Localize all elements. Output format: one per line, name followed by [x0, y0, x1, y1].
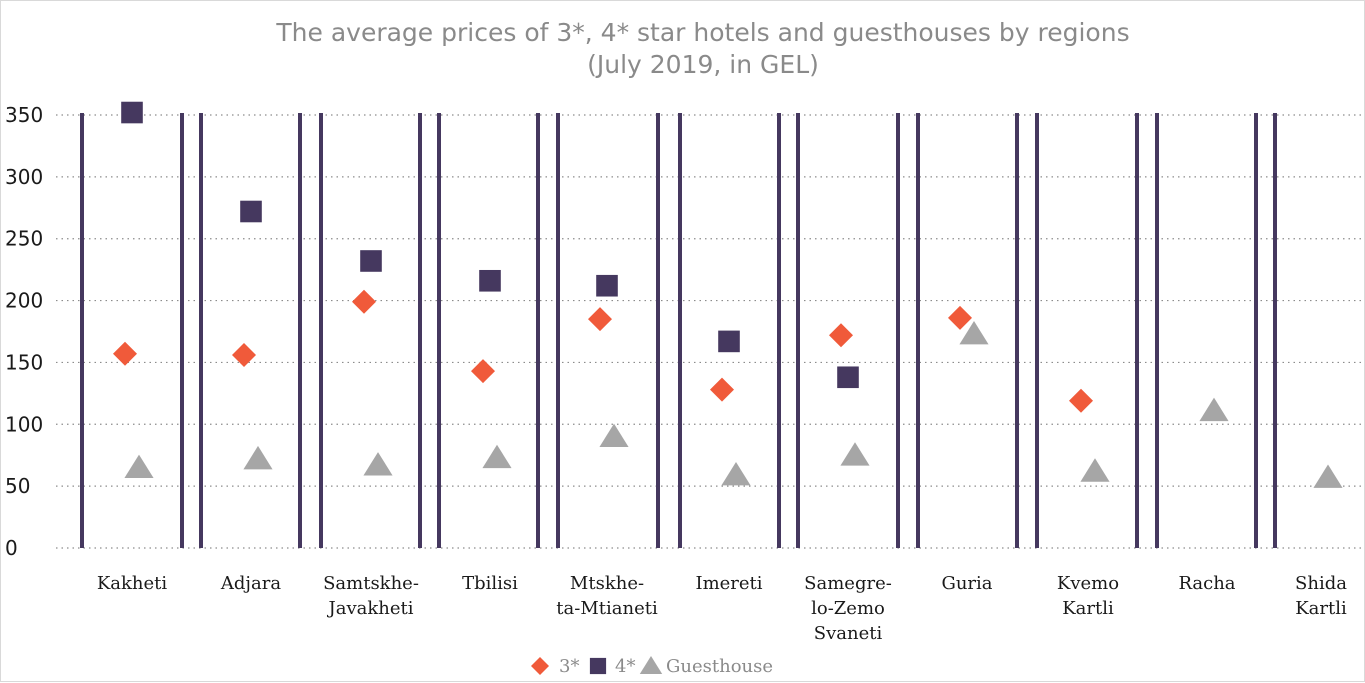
point-guesthouse [599, 423, 629, 448]
point-guesthouse [1313, 464, 1343, 488]
legend-marker-four-star [589, 657, 607, 675]
point-four-star [837, 366, 859, 389]
point-guesthouse [243, 445, 273, 470]
x-tick-label: Samegre- [804, 573, 892, 594]
point-four-star [121, 101, 143, 124]
grid-lines [56, 114, 1363, 549]
x-tick-label: Shida [1295, 573, 1347, 594]
y-tick-label: 200 [5, 289, 43, 313]
y-tick-label: 0 [5, 536, 18, 560]
y-tick-label: 150 [5, 350, 43, 374]
y-tick-label: 300 [5, 165, 43, 189]
point-guesthouse [363, 452, 393, 476]
x-tick-label: Kartli [1062, 598, 1114, 619]
x-tick-label: Guria [941, 573, 992, 594]
point-four-star [360, 250, 382, 272]
point-three-star [948, 305, 972, 330]
point-three-star [113, 341, 137, 366]
x-tick-label: ta-Mtianeti [556, 598, 658, 619]
x-tick-label: Imereti [695, 573, 762, 594]
x-tick-label: Racha [1178, 573, 1235, 594]
point-three-star [471, 359, 495, 384]
x-tick-label: Kvemo [1057, 573, 1119, 594]
point-guesthouse [840, 442, 870, 466]
chart-title-line-1: The average prices of 3*, 4* star hotels… [275, 18, 1129, 47]
x-tick-label: Adjara [220, 573, 281, 594]
y-tick-label: 50 [5, 474, 30, 498]
x-tick-label: lo-Zemo [811, 598, 885, 619]
category-separators [80, 113, 1277, 548]
y-axis-ticks: 0 50 100 150 200 250 300 350 [5, 103, 43, 560]
y-tick-label: 100 [5, 412, 43, 436]
y-tick-label: 250 [5, 227, 43, 251]
point-guesthouse [482, 444, 512, 469]
legend: 3* 4* Guesthouse [531, 656, 773, 677]
y-tick-label: 350 [5, 103, 43, 127]
x-tick-label: Samtskhe- [323, 573, 419, 594]
point-three-star [710, 377, 734, 402]
point-guesthouse [721, 462, 751, 486]
legend-marker-three-star [531, 657, 549, 675]
legend-label-three-star: 3* [559, 656, 579, 677]
point-three-star [1069, 388, 1093, 413]
point-guesthouse [1080, 458, 1110, 482]
point-four-star [596, 274, 618, 297]
data-points [113, 101, 1343, 488]
x-tick-label: Kartli [1295, 598, 1347, 619]
point-three-star [352, 289, 376, 314]
legend-label-guesthouse: Guesthouse [666, 656, 773, 677]
legend-label-four-star: 4* [615, 656, 635, 677]
point-four-star [479, 269, 501, 292]
x-tick-label: Mtskhe- [570, 573, 644, 594]
point-four-star [240, 200, 262, 223]
point-guesthouse [124, 454, 154, 478]
x-tick-label: Kakheti [97, 573, 168, 594]
point-four-star [718, 330, 740, 353]
point-guesthouse [1199, 397, 1229, 422]
point-three-star [829, 323, 853, 348]
x-tick-label: Tbilisi [462, 573, 518, 594]
x-tick-label: Svaneti [814, 623, 883, 644]
x-axis-labels: Kakheti Adjara Samtskhe- Javakheti Tbilisi Mt… [97, 573, 1347, 644]
x-tick-label: Javakheti [327, 598, 414, 619]
point-guesthouse [959, 320, 989, 345]
legend-marker-guesthouse [639, 656, 663, 674]
point-three-star [232, 343, 256, 368]
chart-title-line-2: (July 2019, in GEL) [587, 50, 819, 79]
point-three-star [588, 307, 612, 332]
